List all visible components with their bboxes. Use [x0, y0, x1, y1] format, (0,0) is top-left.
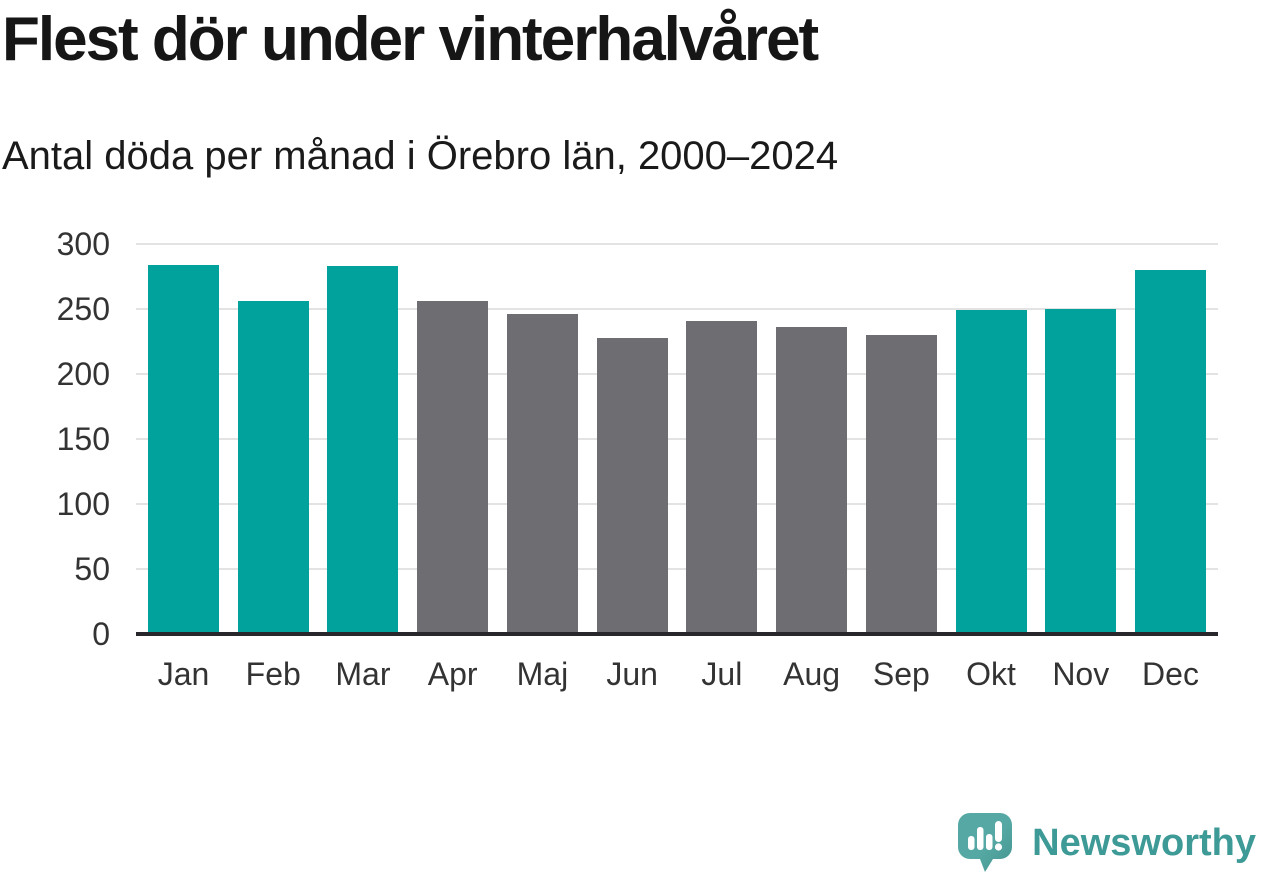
x-tick-label-nov: Nov: [1052, 656, 1110, 692]
bar-mar: [327, 266, 399, 634]
x-tick-label-feb: Feb: [245, 656, 301, 692]
bar-apr: [417, 301, 489, 634]
y-tick-label-250: 250: [56, 291, 110, 327]
y-tick-label-0: 0: [92, 616, 110, 652]
x-tick-label-sep: Sep: [872, 656, 930, 692]
gridline-100: [136, 503, 1218, 505]
bar-sep: [865, 335, 937, 634]
gridline-200: [136, 373, 1218, 375]
gridline-50: [136, 568, 1218, 570]
brand-logo: Newsworthy: [958, 813, 1256, 873]
x-tick-label-jul: Jul: [701, 656, 743, 692]
bar-okt: [955, 310, 1027, 634]
bar-jul: [686, 320, 758, 634]
y-tick-label-100: 100: [56, 486, 110, 522]
x-tick-label-jan: Jan: [157, 656, 210, 692]
chart-subtitle: Antal döda per månad i Örebro län, 2000–…: [2, 134, 839, 178]
brand-name: Newsworthy: [1032, 822, 1256, 864]
speech-bubble-bar-chart-icon: [958, 813, 1013, 872]
bar-aug: [776, 327, 848, 634]
gridline-250: [136, 308, 1218, 310]
bar-nov: [1045, 309, 1117, 634]
x-tick-label-okt: Okt: [966, 656, 1016, 692]
x-axis-line: [136, 632, 1218, 636]
bar-jun: [596, 337, 668, 634]
bar-jan: [148, 264, 219, 634]
x-tick-label-maj: Maj: [516, 656, 569, 692]
page-title: Flest dör under vinterhalvåret: [2, 5, 819, 74]
bar-dec: [1135, 270, 1206, 634]
y-tick-label-200: 200: [56, 356, 110, 392]
gridline-150: [136, 438, 1218, 440]
x-tick-label-mar: Mar: [335, 656, 391, 692]
y-tick-label-300: 300: [56, 226, 110, 262]
bar-feb: [237, 301, 309, 634]
x-tick-label-dec: Dec: [1142, 656, 1199, 692]
y-tick-label-150: 150: [56, 421, 110, 457]
plot-area: [136, 243, 1218, 634]
y-tick-label-50: 50: [74, 551, 110, 587]
x-tick-label-jun: Jun: [606, 656, 658, 692]
x-tick-label-aug: Aug: [783, 656, 841, 692]
bar-maj: [506, 314, 578, 634]
x-tick-label-apr: Apr: [427, 656, 478, 692]
gridline-300: [136, 243, 1218, 245]
